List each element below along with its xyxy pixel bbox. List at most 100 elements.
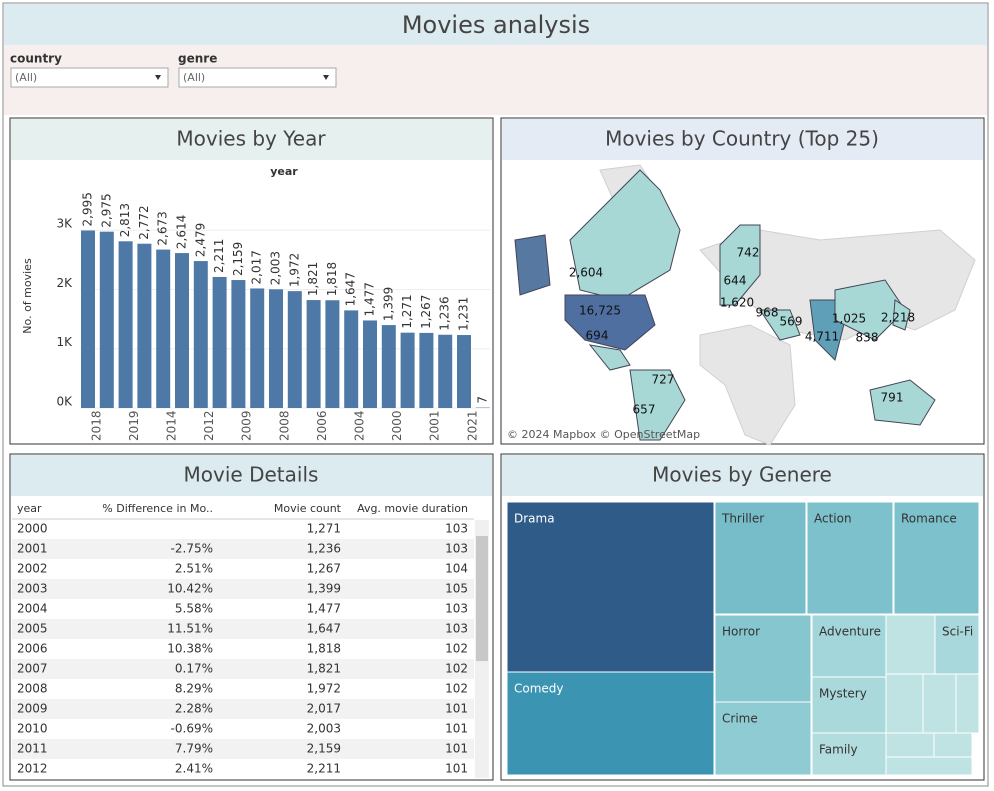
map-label: 742 <box>737 246 760 260</box>
value-label: 1,972 <box>287 253 301 287</box>
treemap-label: Thriller <box>721 512 764 526</box>
column-header: Avg. movie duration <box>357 502 468 515</box>
table-cell: 103 <box>445 622 468 636</box>
row-band <box>12 739 474 759</box>
x-tick-label: 2019 <box>127 410 141 441</box>
table-cell: 2012 <box>17 762 48 776</box>
value-label: 2,995 <box>81 192 95 226</box>
dropdown-arrow <box>323 75 329 80</box>
bar <box>438 334 453 408</box>
treemap-tile <box>714 614 812 703</box>
panel-title: Movie Details <box>184 463 319 487</box>
table-cell: 101 <box>445 762 468 776</box>
table-cell: 2006 <box>17 642 48 656</box>
table-cell: 2002 <box>17 562 48 576</box>
bar <box>156 249 171 408</box>
table-cell: 2001 <box>17 542 48 556</box>
value-label: 1,399 <box>381 287 395 321</box>
map-label: 2,604 <box>569 266 603 280</box>
table-cell: 101 <box>445 702 468 716</box>
map-label: 4,711 <box>805 330 839 344</box>
value-label: 2,003 <box>269 251 283 285</box>
bar <box>287 291 302 408</box>
map-countries <box>514 169 936 441</box>
value-label: 2,479 <box>193 223 207 257</box>
table-cell: 10.38% <box>167 642 213 656</box>
bar <box>400 332 415 408</box>
x-tick-label: 2000 <box>390 410 404 441</box>
table-cell: 1,271 <box>307 522 341 536</box>
dropdown[interactable] <box>178 67 337 88</box>
table-cell: 1,647 <box>307 622 341 636</box>
panel-header <box>502 119 983 160</box>
dropdown[interactable] <box>10 67 169 88</box>
table-cell: 101 <box>445 742 468 756</box>
panel-header <box>11 119 492 160</box>
table-cell: 103 <box>445 602 468 616</box>
treemap-label: Comedy <box>514 682 564 696</box>
panel-title: Movies by Year <box>176 127 326 151</box>
x-tick-label: 2008 <box>277 410 291 441</box>
table-cell: 11.51% <box>167 622 213 636</box>
treemap-tile <box>934 614 980 675</box>
treemap-label: Horror <box>722 625 760 639</box>
map-label: 968 <box>756 306 779 320</box>
bar <box>81 230 95 408</box>
value-label: 1,477 <box>363 282 377 316</box>
table-cell: 102 <box>445 682 468 696</box>
table-cell: 8.29% <box>175 682 213 696</box>
table-cell: 1,972 <box>307 682 341 696</box>
table-cell: 1,818 <box>307 642 341 656</box>
treemap-label: Action <box>814 512 852 526</box>
table-cell: 1,399 <box>307 582 341 596</box>
column-header: Movie count <box>274 502 342 515</box>
dropdown-arrow <box>155 75 161 80</box>
table-cell: 2011 <box>17 742 48 756</box>
x-tick-label: 2018 <box>89 410 103 441</box>
value-label: 1,267 <box>419 295 433 329</box>
table-cell: 2003 <box>17 582 48 596</box>
treemap-tile <box>506 671 715 776</box>
value-label: 2,813 <box>118 203 132 237</box>
column-header: % Difference in Mo.. <box>102 502 213 515</box>
table-cell: 2.28% <box>175 702 213 716</box>
table-cell: -0.69% <box>171 722 213 736</box>
x-tick-label: 2001 <box>428 410 442 441</box>
treemap-tile <box>714 701 812 776</box>
table-cell: 2,211 <box>307 762 341 776</box>
bar <box>344 310 359 408</box>
table-cell: 5.58% <box>175 602 213 616</box>
x-tick-label: 2004 <box>353 410 367 441</box>
filter-label: genre <box>178 52 217 66</box>
y-tick-label: 1K <box>56 335 73 349</box>
value-label: 1,821 <box>306 262 320 296</box>
table-cell: 2.51% <box>175 562 213 576</box>
y-axis-title: No. of movies <box>21 258 34 334</box>
table-cell: 7.79% <box>175 742 213 756</box>
bar <box>269 289 283 408</box>
scroll-thumb[interactable] <box>476 536 488 661</box>
y-tick-label: 2K <box>56 276 73 290</box>
table-cell: 2,003 <box>307 722 341 736</box>
bar <box>137 243 152 408</box>
table-cell: 104 <box>445 562 468 576</box>
bar <box>363 320 377 408</box>
map-label: 791 <box>881 391 904 405</box>
map-label: 569 <box>780 315 803 329</box>
row-band <box>12 579 474 599</box>
table-cell: 103 <box>445 522 468 536</box>
treemap-label: Crime <box>722 712 758 726</box>
panel-header <box>502 455 983 496</box>
map-label: 838 <box>856 331 879 345</box>
table-cell: 2005 <box>17 622 48 636</box>
treemap-tile <box>714 501 807 615</box>
map-label: 2,218 <box>881 311 915 325</box>
table-cell: 103 <box>445 542 468 556</box>
table-cell: 1,236 <box>307 542 341 556</box>
treemap-minor-tiles <box>885 614 980 776</box>
x-tick-label: 2009 <box>240 410 254 441</box>
bar <box>118 241 133 408</box>
panel <box>9 453 494 781</box>
row-band <box>12 539 474 559</box>
